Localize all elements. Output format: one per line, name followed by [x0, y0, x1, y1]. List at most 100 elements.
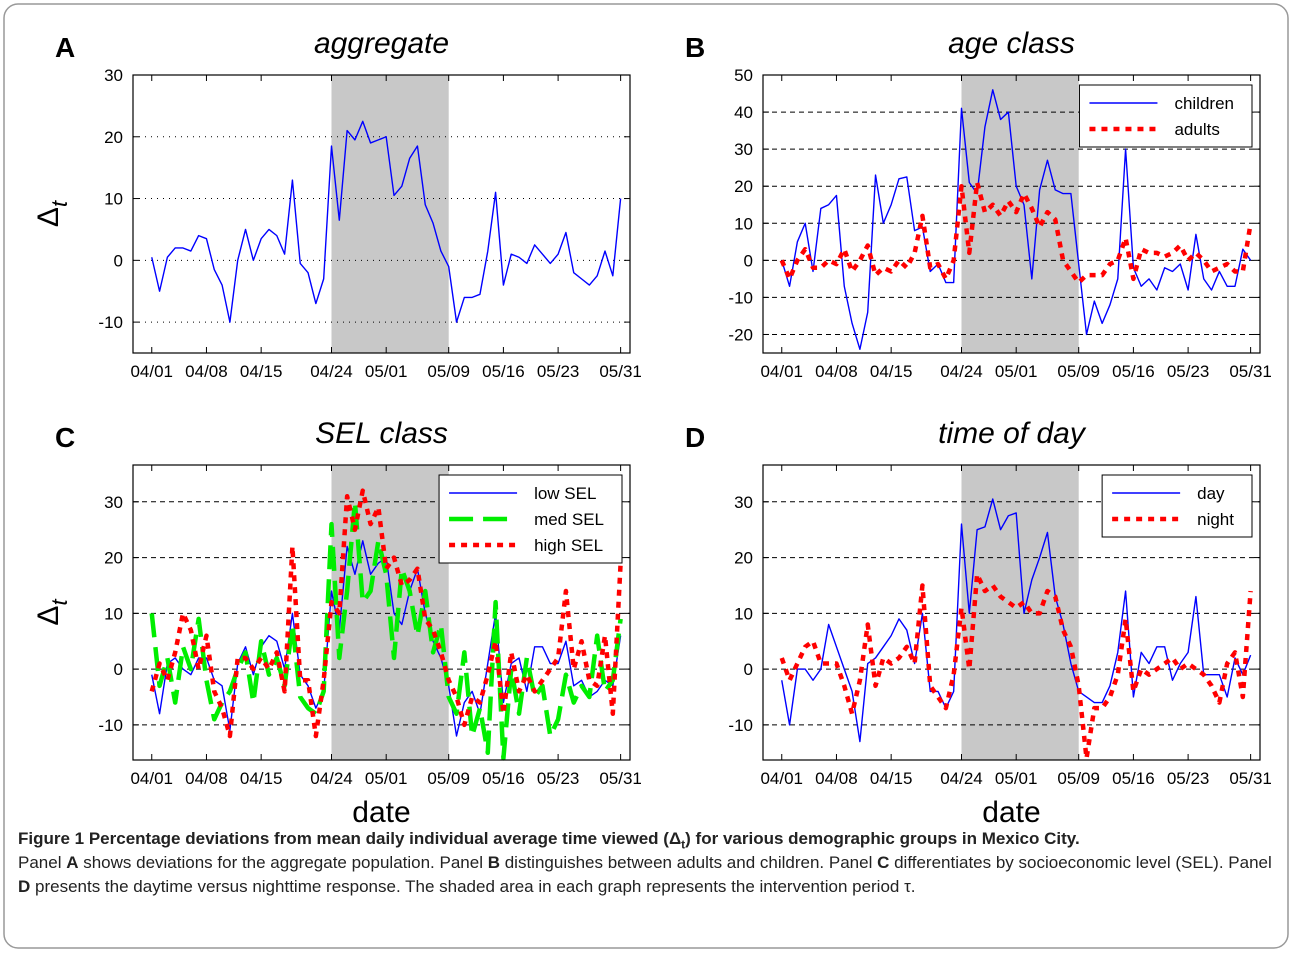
caption-body: Panel A shows deviations for the aggrega…	[18, 851, 1273, 899]
x-tick-label: 04/08	[185, 769, 228, 788]
x-tick-label: 05/23	[537, 362, 580, 381]
x-tick-label: 04/24	[940, 769, 983, 788]
y-tick-label: -10	[728, 716, 753, 735]
caption-panel-ref: D	[18, 877, 31, 896]
x-tick-label: 05/16	[482, 362, 525, 381]
x-tick-label: 05/23	[1167, 362, 1210, 381]
y-tick-label: -20	[728, 325, 753, 344]
y-tick-label: 0	[114, 251, 123, 270]
x-tick-label: 05/23	[537, 769, 580, 788]
shaded-period	[961, 75, 1079, 353]
y-tick-label: 50	[734, 66, 753, 85]
y-axis-label: Δt	[32, 599, 72, 626]
x-tick-label: 05/16	[482, 769, 525, 788]
x-tick-label: 05/09	[427, 769, 470, 788]
y-tick-label: 30	[104, 493, 123, 512]
panel-title: aggregate	[314, 27, 449, 60]
x-tick-label: 05/01	[365, 769, 408, 788]
x-tick-label: 04/08	[815, 362, 858, 381]
y-axis-subscript: t	[47, 200, 72, 207]
legend-label: med SEL	[534, 510, 604, 529]
y-tick-label: 20	[734, 177, 753, 196]
data-line	[151, 120, 622, 323]
panel-title: time of day	[938, 417, 1087, 450]
plot-frame	[762, 464, 1261, 761]
legend-label: day	[1197, 484, 1225, 503]
x-tick-label: 05/31	[1229, 769, 1272, 788]
legend-label: children	[1174, 94, 1234, 113]
x-tick-label: 05/31	[1229, 362, 1272, 381]
x-tick-label: 05/09	[1057, 362, 1100, 381]
caption-text: differentiates by socioeconomic level (S…	[889, 853, 1272, 872]
y-tick-label: 0	[744, 251, 753, 270]
y-axis-label: Δt	[32, 200, 72, 227]
y-axis-symbol: Δ	[32, 207, 65, 227]
x-tick-label: 04/15	[240, 362, 283, 381]
data-line	[781, 89, 1252, 350]
caption-panel-ref: A	[66, 853, 79, 872]
y-tick-label: 10	[104, 190, 123, 209]
panel-title: age class	[948, 27, 1075, 60]
x-axis-label: date	[352, 796, 410, 829]
data-line	[781, 498, 1252, 743]
legend: children adults	[1078, 84, 1253, 148]
legend-label: adults	[1174, 120, 1219, 139]
x-axis-label: date	[982, 796, 1040, 829]
y-tick-label: 10	[104, 604, 123, 623]
y-tick-label: 0	[114, 660, 123, 679]
x-tick-label: 04/01	[760, 769, 803, 788]
legend: low SEL med SEL high SEL	[438, 474, 623, 564]
x-tick-label: 05/31	[599, 769, 642, 788]
data-line	[149, 499, 623, 761]
caption-text: distinguishes between adults and childre…	[500, 853, 878, 872]
x-tick-label: 05/09	[1057, 769, 1100, 788]
legend-box	[1101, 474, 1253, 538]
y-tick-label: 0	[744, 660, 753, 679]
y-tick-label: 30	[734, 493, 753, 512]
x-tick-label: 04/15	[870, 769, 913, 788]
y-tick-label: 10	[734, 214, 753, 233]
caption-text: ) for various demographic groups in Mexi…	[685, 829, 1080, 848]
caption-subscript: t	[681, 837, 686, 852]
panel: -20 -10 0 10 20 30 40 50 04/01 04/08 04/15 04/24 05/…	[685, 27, 1272, 381]
plot-frame	[132, 464, 631, 761]
caption-text: Figure 1 Percentage deviations from mean…	[18, 829, 682, 848]
plot-frame	[762, 74, 1261, 354]
x-tick-label: 04/01	[130, 769, 173, 788]
y-tick-label: -10	[98, 716, 123, 735]
y-axis-symbol: Δ	[32, 606, 65, 626]
caption-text: Panel	[18, 853, 67, 872]
y-axis-subscript: t	[47, 599, 72, 606]
figure-border	[3, 3, 1289, 949]
shaded-period	[331, 75, 449, 353]
data-line	[149, 488, 623, 739]
y-tick-label: -10	[98, 313, 123, 332]
data-line	[779, 572, 1253, 761]
y-tick-label: 30	[734, 140, 753, 159]
x-tick-label: 04/08	[815, 769, 858, 788]
panel-letter: D	[685, 422, 705, 453]
x-tick-label: 05/09	[427, 362, 470, 381]
y-tick-label: 20	[104, 128, 123, 147]
data-line	[779, 180, 1253, 285]
legend-label: night	[1197, 510, 1234, 529]
x-tick-label: 04/15	[240, 769, 283, 788]
x-tick-label: 05/23	[1167, 769, 1210, 788]
y-tick-label: 30	[104, 66, 123, 85]
panel: -10 0 10 20 30 04/01 04/08 04/15 04/24 05/01 05/09…	[32, 27, 642, 381]
caption-text: presents the daytime versus nighttime re…	[30, 877, 916, 896]
legend-label: low SEL	[534, 484, 596, 503]
y-tick-label: -10	[728, 288, 753, 307]
x-tick-label: 04/24	[310, 362, 353, 381]
legend-box	[1078, 84, 1253, 148]
caption-panel-ref: B	[487, 853, 500, 872]
x-tick-label: 05/16	[1112, 362, 1155, 381]
legend: day night	[1101, 474, 1253, 538]
y-tick-label: 40	[734, 103, 753, 122]
x-tick-label: 05/01	[365, 362, 408, 381]
x-tick-label: 04/01	[130, 362, 173, 381]
x-tick-label: 04/24	[940, 362, 983, 381]
y-tick-label: 20	[104, 549, 123, 568]
